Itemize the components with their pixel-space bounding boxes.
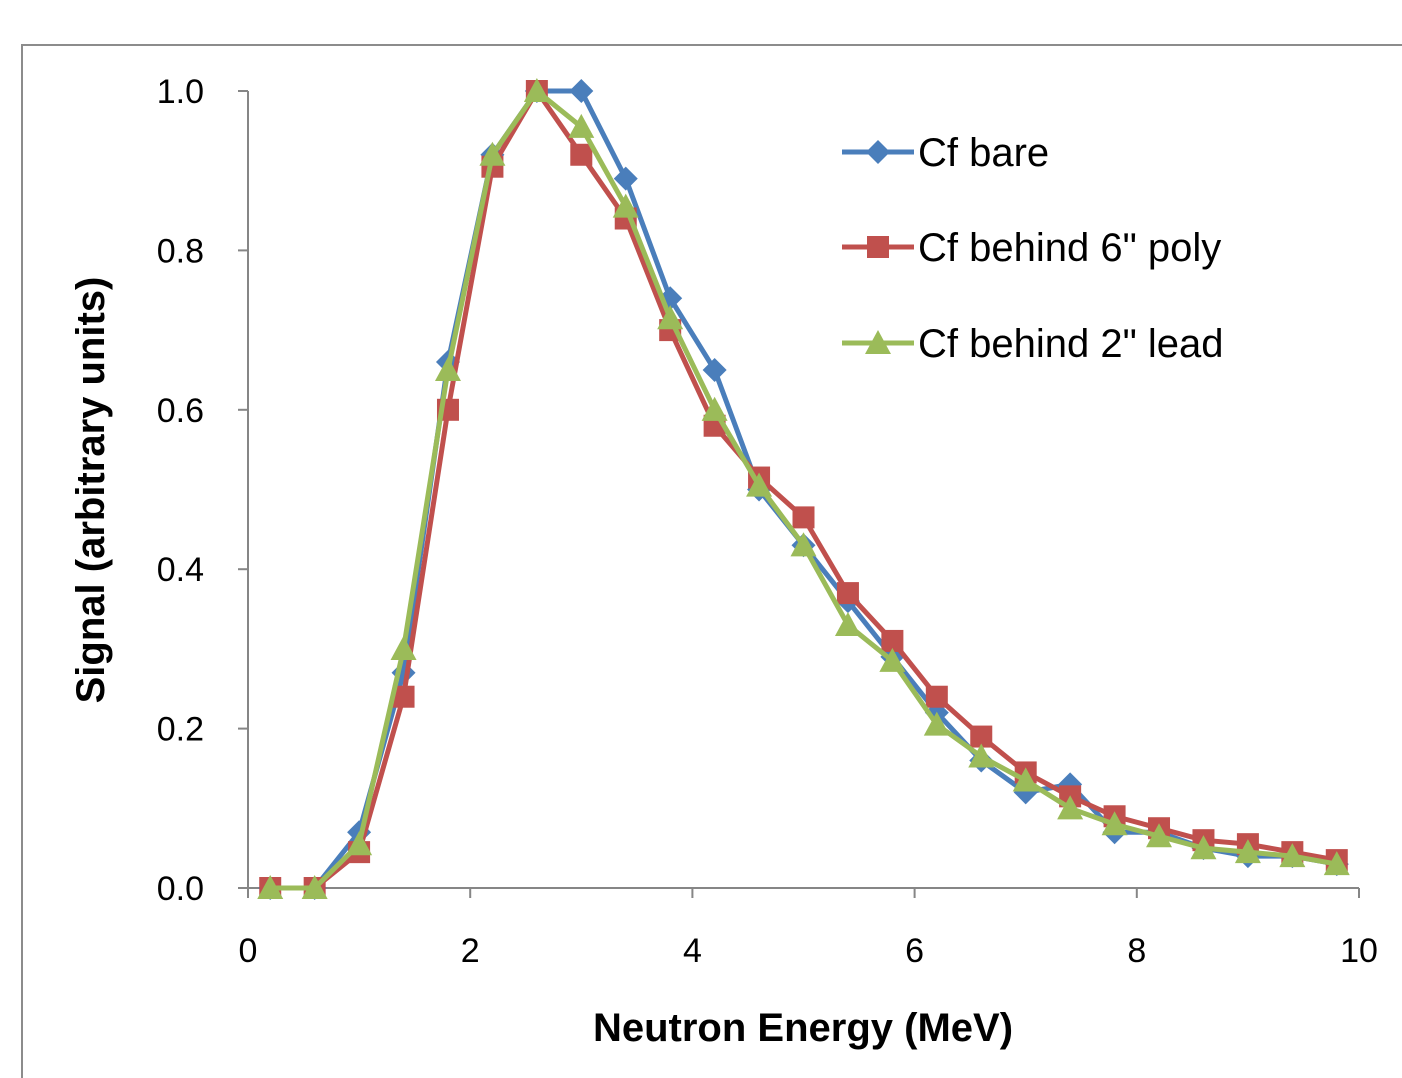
data-point <box>570 143 593 166</box>
y-tick-label: 0.2 <box>157 711 204 749</box>
data-point <box>1234 839 1261 864</box>
data-point <box>923 711 950 736</box>
legend-marker <box>867 236 889 258</box>
legend-marker <box>866 140 890 164</box>
data-point <box>390 635 417 660</box>
x-tick-label: 10 <box>1340 932 1378 970</box>
data-point <box>613 166 638 191</box>
y-tick-label: 0.0 <box>157 870 204 908</box>
data-point <box>790 532 817 557</box>
data-point <box>925 685 948 708</box>
data-point <box>701 396 728 421</box>
data-point <box>479 141 506 166</box>
x-tick-label: 4 <box>683 932 702 970</box>
data-point <box>836 582 859 605</box>
series-diamond <box>258 79 1349 900</box>
x-tick-label: 2 <box>461 932 480 970</box>
legend-marker <box>865 330 891 355</box>
data-point <box>1279 843 1306 868</box>
legend: Cf bare Cf behind 6" poly Cf behind 2" lea… <box>842 131 1224 366</box>
data-point <box>434 356 461 381</box>
data-point <box>881 629 904 652</box>
data-point <box>568 113 595 138</box>
data-point <box>1146 823 1173 848</box>
x-axis-title: Neutron Energy (MeV) <box>593 1006 1013 1050</box>
y-tick-label: 1.0 <box>157 73 204 111</box>
x-tick-label: 6 <box>905 932 924 970</box>
data-point <box>346 831 373 856</box>
data-point <box>257 875 284 900</box>
data-point <box>792 506 815 529</box>
data-point <box>1190 835 1217 860</box>
x-axis-ticks: 0 2 4 6 8 10 <box>239 888 1378 970</box>
data-point <box>612 193 639 218</box>
y-axis-ticks: 0.0 0.2 0.4 0.6 0.8 1.0 <box>157 73 248 908</box>
data-point <box>523 78 550 103</box>
legend-label: Cf behind 2" lead <box>918 322 1224 366</box>
legend-label: Cf bare <box>918 131 1049 175</box>
x-tick-label: 8 <box>1127 932 1146 970</box>
y-tick-label: 0.8 <box>157 232 204 270</box>
axes <box>247 91 1359 889</box>
legend-item: Cf behind 2" lead <box>842 322 1224 366</box>
data-point <box>702 357 727 382</box>
data-point <box>657 305 684 330</box>
y-tick-label: 0.4 <box>157 551 204 589</box>
x-tick-label: 0 <box>239 932 258 970</box>
data-point <box>834 611 861 637</box>
legend-item: Cf bare <box>842 131 1049 175</box>
plot-series <box>257 78 1350 900</box>
y-axis-title: Signal (arbitrary units) <box>69 277 113 704</box>
series-square <box>259 80 1348 899</box>
data-point <box>879 647 906 672</box>
chart-area <box>21 44 1402 1078</box>
data-point <box>392 685 415 708</box>
series-line <box>270 88 1338 891</box>
data-point <box>746 472 773 497</box>
legend-label: Cf behind 6" poly <box>918 226 1221 270</box>
y-tick-label: 0.6 <box>157 392 204 430</box>
data-point <box>1101 811 1128 836</box>
legend-item: Cf behind 6" poly <box>842 226 1221 270</box>
series-triangle <box>257 78 1350 900</box>
data-point <box>1012 767 1039 792</box>
data-point <box>970 725 993 748</box>
data-point <box>301 875 328 900</box>
data-point <box>569 79 594 103</box>
data-point <box>1057 795 1084 820</box>
data-point <box>1323 851 1350 876</box>
data-point <box>968 743 995 768</box>
